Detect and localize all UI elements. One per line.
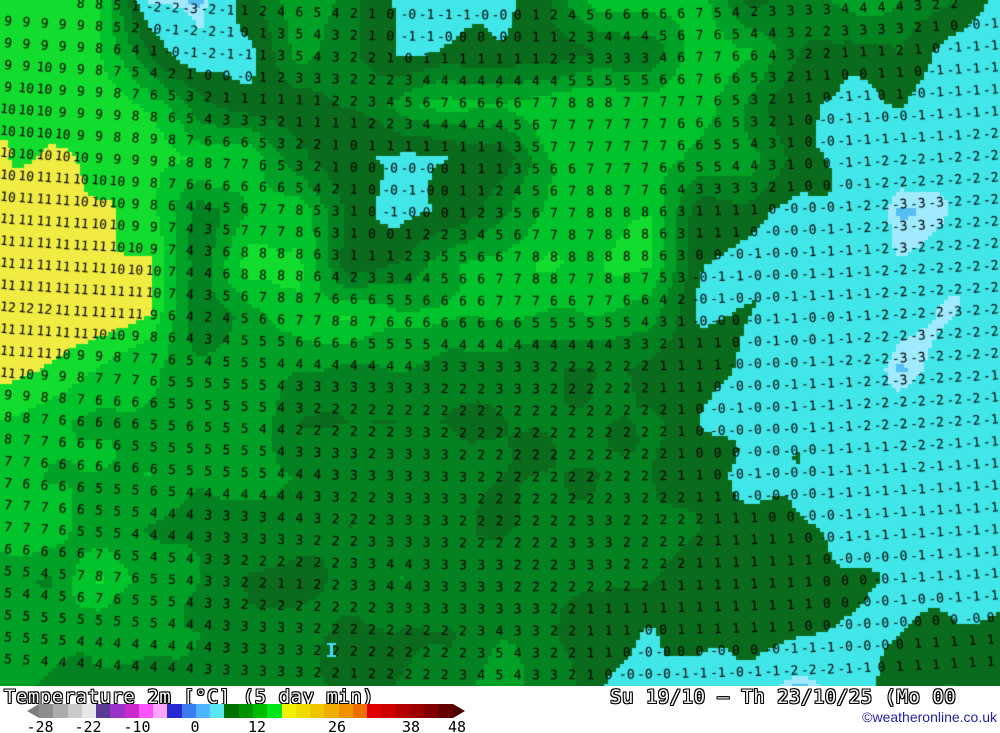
colorbar-segment [295, 704, 311, 718]
colorbar-segment [409, 704, 425, 718]
colorbar-segment [367, 704, 382, 718]
colorbar-segment [324, 704, 339, 718]
colorbar-segment [381, 704, 396, 718]
colorbar-segment [110, 704, 125, 718]
colorbar-segment [224, 704, 239, 718]
colorbar-segment [53, 704, 68, 718]
temperature-colorbar [27, 704, 465, 718]
colorbar-segment [252, 704, 268, 718]
colorbar-segment [81, 704, 97, 718]
colorbar-segment [424, 704, 439, 718]
colorbar-segment [167, 704, 182, 718]
colorbar-tick-label: 38 [401, 718, 421, 733]
colorbar-tick-label: 0 [190, 718, 200, 733]
colorbar-segment [181, 704, 196, 718]
colorbar-segment [395, 704, 410, 718]
colorbar-segment [352, 704, 368, 718]
colorbar-left-arrow-icon [27, 704, 39, 718]
colorbar-segment [153, 704, 168, 718]
date-range-label: Su 19/10 – Th 23/10/25 (Mo 00 [610, 686, 957, 708]
colorbar-tick-label: 12 [247, 718, 267, 733]
colorbar-segment [238, 704, 253, 718]
colorbar-segment [39, 704, 54, 718]
colorbar-segment [124, 704, 139, 718]
colorbar-segment [438, 704, 453, 718]
colorbar-segment [338, 704, 353, 718]
colorbar-segment [67, 704, 82, 718]
colorbar-tick-label: -28 [26, 718, 54, 733]
colorbar-segment [210, 704, 225, 718]
colorbar-tick-label: -10 [123, 718, 151, 733]
temperature-map-image [0, 0, 1000, 686]
colorbar-segment [195, 704, 211, 718]
colorbar-tick-label: -22 [74, 718, 102, 733]
colorbar-segment [267, 704, 282, 718]
legend-footer: Temperature 2m [°C] (5 day min) Su 19/10… [0, 686, 1000, 733]
map-title: Temperature 2m [°C] (5 day min) [4, 686, 375, 708]
colorbar-tick-label: 26 [327, 718, 347, 733]
colorbar-tick-label: 48 [447, 718, 467, 733]
colorbar-segment [281, 704, 296, 718]
colorbar-segment [310, 704, 325, 718]
colorbar-right-arrow-icon [452, 704, 465, 718]
copyright-label: ©weatheronline.co.uk [862, 709, 997, 725]
colorbar-segment [138, 704, 154, 718]
colorbar-segment [96, 704, 111, 718]
